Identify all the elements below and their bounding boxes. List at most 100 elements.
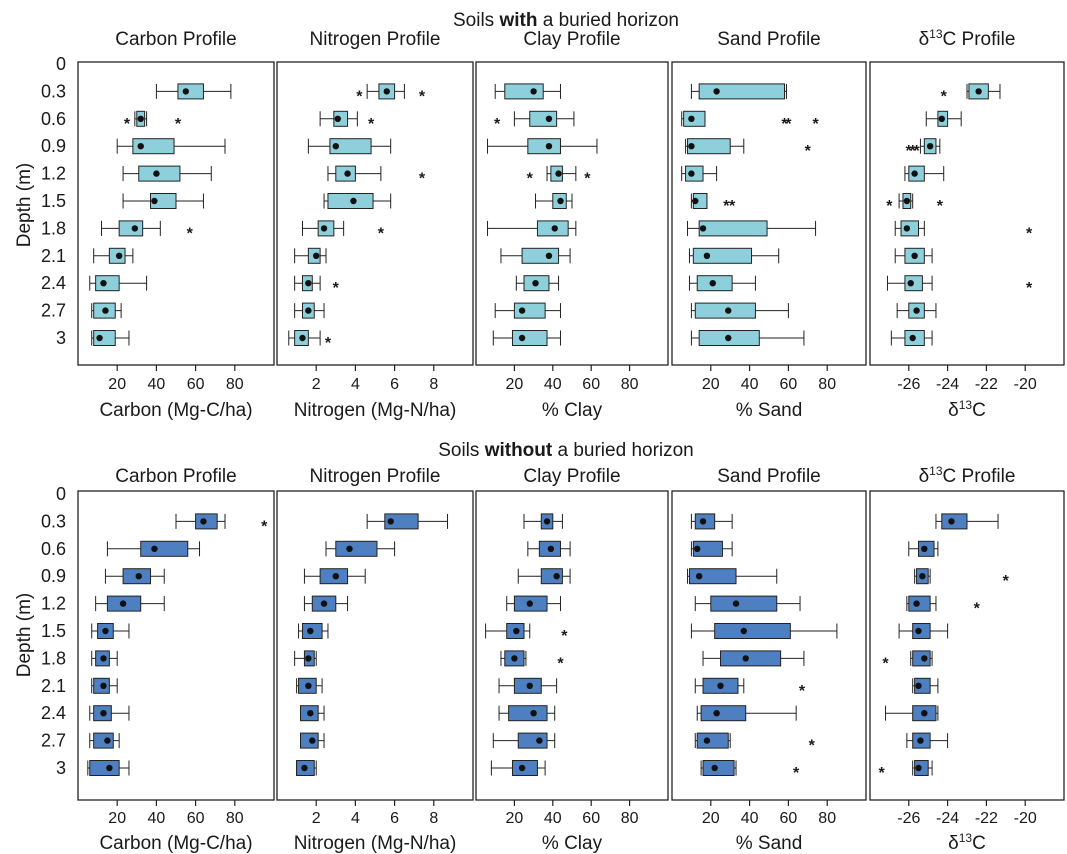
box-depth-2.4 (89, 705, 130, 722)
box-depth-0.3 (494, 83, 561, 100)
mean-point (699, 225, 707, 232)
box-depth-1.2 (681, 165, 718, 182)
box-depth-0.6 (925, 110, 962, 127)
iqr-box (698, 83, 786, 100)
depth-tick-label: 2.7 (41, 301, 66, 321)
mean-point (692, 197, 699, 205)
mean-point (742, 655, 749, 662)
outlier-marker: * (793, 765, 800, 782)
box-depth-2.7 (896, 302, 937, 319)
iqr-box (118, 220, 144, 237)
mean-point (137, 143, 144, 150)
mean-point (137, 115, 144, 123)
section-1: 0 0.3 0.6 0.9 1.2 1.5 1.8 2.1 2.4 2.7 3 Carbon Prof… (41, 464, 1065, 854)
outlier-marker: * (527, 171, 534, 188)
x-axis-label: Nitrogen (Mg-N/ha) (294, 833, 457, 854)
mean-point (305, 655, 312, 662)
depth-tick-label: 2.1 (41, 246, 66, 266)
mean-point (332, 573, 339, 580)
mean-point (545, 115, 553, 123)
outlier-marker: * (879, 765, 886, 782)
iqr-box (93, 732, 114, 749)
x-tick-label: -24 (936, 376, 959, 393)
box-depth-2.4 (696, 705, 797, 722)
depth-tick-label: 0.9 (41, 136, 66, 156)
box-depth-2.7 (494, 302, 561, 319)
y-axis-label-bottom: Depth (m) (14, 593, 35, 677)
mean-point (305, 307, 312, 314)
mean-point (513, 627, 520, 635)
box-depth-0.9 (487, 138, 598, 155)
iqr-box (89, 760, 120, 776)
x-tick-label: 60 (187, 810, 205, 827)
x-tick-label: -26 (897, 810, 920, 827)
box-depth-2.4 (885, 705, 939, 722)
mean-point (688, 115, 695, 123)
mean-point (200, 518, 207, 525)
mean-point (555, 170, 562, 177)
outlier-marker: * (937, 198, 944, 215)
iqr-box (714, 623, 791, 639)
mean-point (119, 600, 127, 607)
iqr-box (177, 83, 204, 100)
box-depth-2.4 (688, 275, 756, 292)
mean-point (526, 682, 533, 689)
box-depth-3 (690, 330, 805, 346)
mean-point (309, 737, 316, 744)
mean-point (545, 252, 553, 259)
box-depth-0.6: * (319, 110, 375, 133)
box-depth-2.1 (894, 247, 933, 264)
box-depth-2.4 (498, 705, 556, 722)
mean-point (725, 307, 732, 314)
x-tick-label: 80 (226, 810, 244, 827)
box-depth-1.5 (898, 623, 949, 639)
outlier-marker: * (368, 116, 375, 133)
mean-point (104, 737, 111, 744)
outlier-marker: * (974, 601, 981, 618)
mean-point (903, 197, 911, 205)
mean-point (307, 627, 314, 635)
box-depth-0.3 (155, 83, 232, 100)
iqr-box (698, 220, 768, 237)
panel-title: Carbon Profile (115, 466, 236, 487)
box-depth-2.4: * (294, 275, 340, 297)
mean-point (911, 252, 918, 259)
mean-point (299, 334, 306, 342)
iqr-box (329, 138, 372, 155)
depth-tick-label: 0 (56, 484, 66, 504)
box-depth-1.2: * * (527, 165, 591, 188)
mean-point (102, 307, 109, 314)
outlier-marker: * (261, 518, 268, 535)
mean-point (543, 518, 551, 525)
outlier-marker: * (494, 116, 501, 133)
box-depth-1.8 (487, 220, 577, 237)
box-depth-1.8: * (882, 650, 933, 672)
panel-1: Nitrogen Profile 2 4 6 8 Nitrogen (Mg-N/ha) (276, 466, 474, 854)
box-depth-0.9: *** (906, 138, 941, 160)
x-tick-label: 40 (148, 810, 166, 827)
depth-tick-label: 0.6 (41, 109, 66, 129)
box-depth-2.7: * (694, 732, 816, 755)
x-tick-label: -20 (1014, 810, 1037, 827)
box-depth-1.5 (535, 193, 573, 209)
outlier-marker: * (886, 198, 893, 215)
iqr-box (513, 302, 546, 319)
box-depth-2.1 (93, 247, 134, 264)
iqr-box (710, 595, 778, 612)
panel-frame (77, 490, 275, 801)
x-tick-label: 60 (780, 376, 798, 393)
mean-point (350, 197, 357, 205)
panel-frame (77, 61, 275, 366)
box-depth-2.7 (294, 302, 325, 319)
iqr-box (914, 677, 931, 694)
panel-title: Nitrogen Profile (310, 466, 441, 487)
depth-tick-label: 1.8 (41, 648, 66, 668)
iqr-box (527, 138, 561, 155)
box-depth-0.9 (104, 568, 165, 585)
mean-point (926, 143, 934, 150)
box-depth-1.8 (294, 650, 317, 667)
mean-point (915, 764, 922, 772)
mean-point (921, 655, 928, 662)
x-axis-label: Carbon (Mg-C/ha) (99, 833, 252, 854)
